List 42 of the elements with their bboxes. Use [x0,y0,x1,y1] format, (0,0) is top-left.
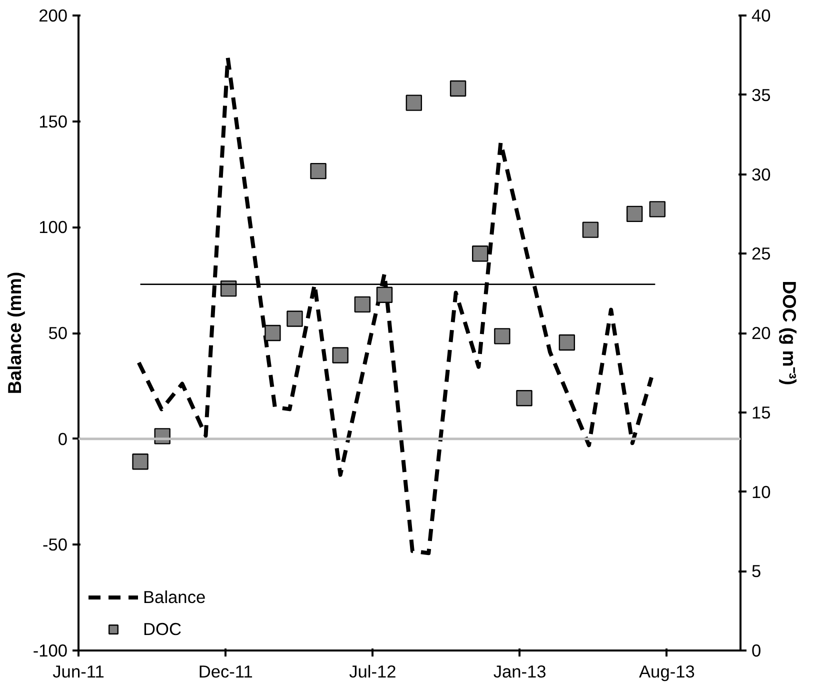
point [332,347,348,364]
line-series [136,56,654,556]
x-tick-label: Jul-12 [349,662,396,682]
point [516,390,532,406]
point [450,80,466,97]
y2-axis-title: DOC (g m⁻³) [778,280,800,386]
y-tick-label: -50 [42,534,68,555]
y2-tick-label: 35 [752,84,771,105]
y-axis-title: Balance (mm) [4,272,25,394]
point [558,334,576,351]
y2-tick-label: 15 [752,402,771,422]
y2-tick-label: 5 [752,561,762,582]
y-tick-label: -100 [32,640,68,660]
y2-tick-label: 30 [752,164,771,184]
y-tick-label: 0 [58,428,68,449]
x-tick-label: Aug-13 [639,662,695,682]
y-tick-label: 200 [38,6,68,26]
point [132,453,148,470]
point [649,201,666,218]
y-tick-label: 50 [48,323,68,343]
y-tick-label: 150 [38,111,68,132]
y2-tick-label: 20 [752,323,771,343]
point [582,222,599,238]
point [354,296,371,313]
y-tick-label: 100 [38,217,68,238]
y2-tick-label: 40 [752,6,771,26]
y2-tick-label: 10 [752,482,771,502]
point [264,324,281,342]
point [472,246,488,262]
point [406,94,422,111]
x-tick-label: Jun-11 [52,662,104,682]
point [286,310,303,327]
point [494,328,510,344]
point [376,286,393,303]
y2-tick-label: 0 [752,640,762,660]
y2-tick-label: 25 [752,244,771,264]
x-tick-label: Jan-13 [493,662,546,682]
legend-label: Balance [143,586,206,608]
x-tick-label: Dec-11 [198,662,253,682]
point [626,206,643,222]
point [310,162,326,180]
legend-label: DOC [143,618,182,640]
